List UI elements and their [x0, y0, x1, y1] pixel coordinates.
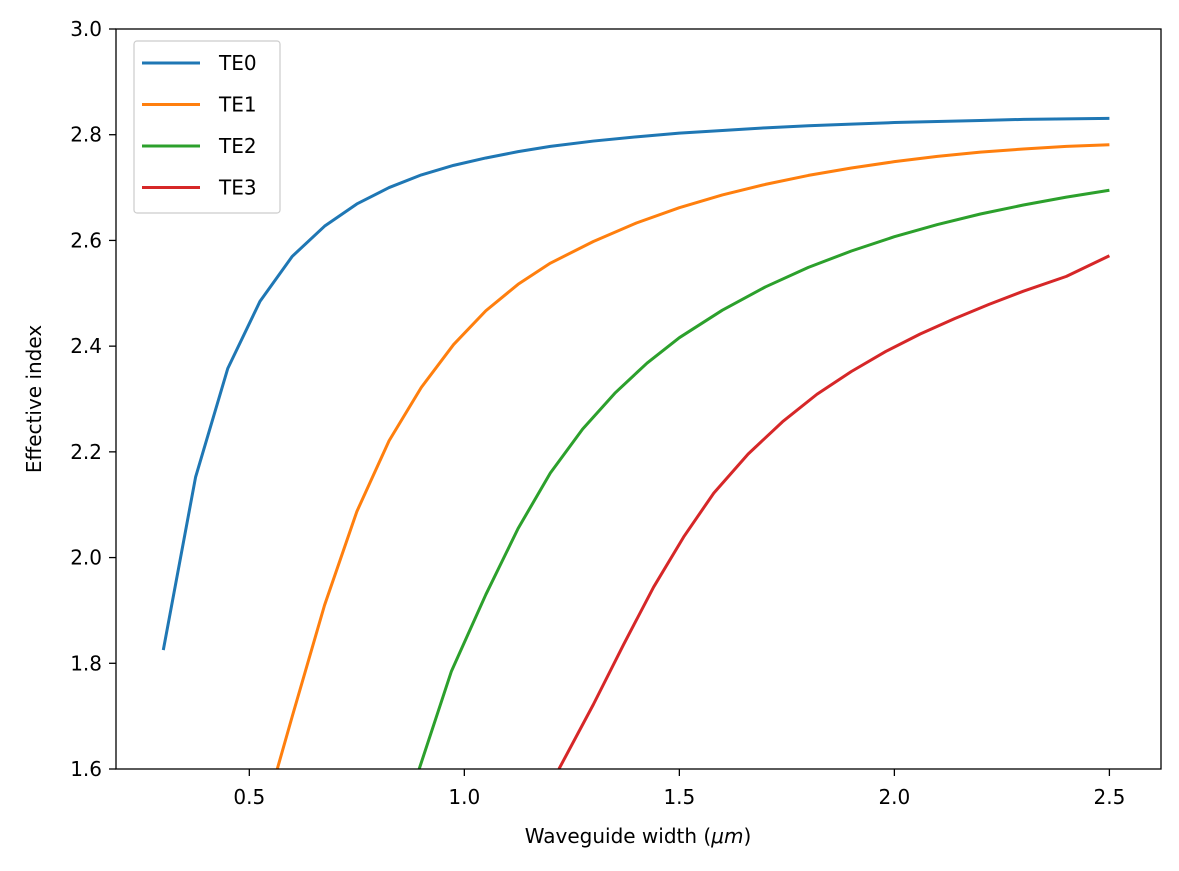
y-tick-label: 1.6	[70, 757, 102, 781]
lines-layer	[161, 116, 1111, 769]
y-axis: 1.6 1.8 2.0 2.2 2.4 2.6 2.8 3.0	[70, 17, 116, 781]
legend-label-te2: TE2	[218, 134, 257, 158]
x-tick-label: 2.0	[878, 785, 910, 809]
series-line-te2	[417, 188, 1110, 769]
y-tick-label: 2.0	[70, 546, 102, 570]
legend-label-te1: TE1	[218, 93, 257, 117]
y-tick-label: 2.4	[70, 334, 102, 358]
legend-label-te0: TE0	[218, 51, 257, 75]
x-tick-label: 0.5	[233, 785, 265, 809]
y-tick-label: 2.2	[70, 440, 102, 464]
plot-frame	[115, 28, 1162, 770]
x-tick-label: 2.5	[1093, 785, 1125, 809]
series-line-te0	[161, 116, 1110, 651]
y-tick-label: 2.6	[70, 228, 102, 252]
x-axis-label: Waveguide width (μm)	[525, 824, 752, 848]
legend-label-te3: TE3	[218, 176, 257, 200]
series-line-te3	[557, 254, 1111, 769]
y-tick-label: 1.8	[70, 651, 102, 675]
legend-box	[133, 40, 281, 214]
x-tick-label: 1.0	[448, 785, 480, 809]
x-tick-label: 1.5	[663, 785, 695, 809]
y-tick-label: 3.0	[70, 17, 102, 41]
x-axis: 0.5 1.0 1.5 2.0 2.5	[233, 769, 1125, 809]
legend-items: TE0 TE1 TE2 TE3	[142, 51, 257, 200]
y-axis-label: Effective index	[22, 325, 46, 473]
legend: TE0 TE1 TE2 TE3	[133, 40, 281, 214]
series-line-te1	[275, 143, 1110, 769]
y-tick-label: 2.8	[70, 123, 102, 147]
